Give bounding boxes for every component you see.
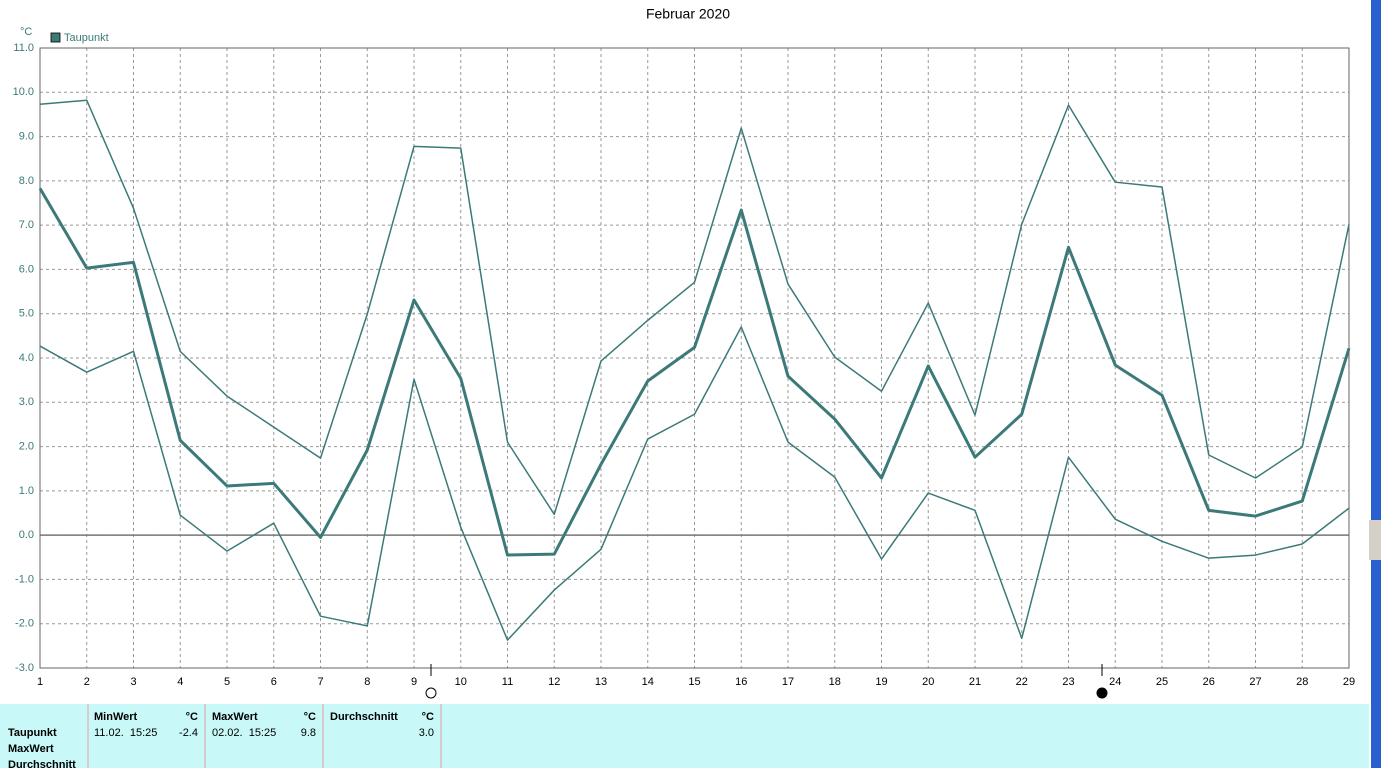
x-tick-label: 2 — [84, 676, 90, 688]
x-tick-label: 19 — [875, 676, 887, 688]
cell: 9.8 — [301, 727, 316, 739]
th: °C — [186, 711, 198, 723]
y-tick-label: 4.0 — [19, 352, 34, 364]
x-tick-label: 29 — [1343, 676, 1355, 688]
x-tick-label: 8 — [364, 676, 370, 688]
y-tick-label: 5.0 — [19, 308, 34, 320]
row-label: Taupunkt — [8, 727, 57, 739]
y-tick-label: 0.0 — [19, 529, 34, 541]
table-bg — [0, 704, 1369, 768]
x-tick-label: 3 — [130, 676, 136, 688]
x-tick-label: 26 — [1203, 676, 1215, 688]
cell: 02.02. 15:25 — [212, 727, 276, 739]
x-tick-label: 14 — [642, 676, 654, 688]
y-tick-label: 11.0 — [13, 42, 34, 54]
x-tick-label: 4 — [177, 676, 183, 688]
y-tick-label: 7.0 — [19, 219, 34, 231]
y-unit: °C — [20, 26, 32, 38]
x-tick-label: 23 — [1062, 676, 1074, 688]
y-tick-label: 1.0 — [19, 485, 34, 497]
row-label: MaxWert — [8, 743, 54, 755]
cell: -2.4 — [179, 727, 198, 739]
th: °C — [422, 711, 434, 723]
th: °C — [304, 711, 316, 723]
y-tick-label: -1.0 — [15, 573, 34, 585]
full-moon-icon — [425, 687, 437, 699]
y-tick-label: 10.0 — [13, 86, 34, 98]
x-tick-label: 24 — [1109, 676, 1121, 688]
y-tick-label: -2.0 — [15, 618, 34, 630]
x-tick-label: 13 — [595, 676, 607, 688]
y-tick-label: 6.0 — [19, 263, 34, 275]
x-tick-label: 17 — [782, 676, 794, 688]
x-tick-label: 21 — [969, 676, 981, 688]
th: Durchschnitt — [330, 711, 398, 723]
x-tick-label: 20 — [922, 676, 934, 688]
scroll-thumb — [1369, 520, 1381, 560]
th: MaxWert — [212, 711, 258, 723]
x-tick-label: 11 — [502, 676, 513, 688]
y-tick-label: 9.0 — [19, 130, 34, 142]
x-tick-label: 5 — [224, 676, 230, 688]
x-tick-label: 9 — [411, 676, 417, 688]
x-tick-label: 15 — [688, 676, 700, 688]
plot-frame — [39, 47, 1350, 669]
data-line — [39, 99, 1350, 516]
legend-label: Taupunkt — [64, 32, 109, 44]
stats-table: MinWert °C MaxWert °C Durchschnitt °C Ta… — [0, 704, 1369, 768]
x-tick-label: 18 — [829, 676, 841, 688]
data-line — [39, 326, 1350, 641]
x-tick-label: 1 — [37, 676, 43, 688]
x-tick-label: 16 — [735, 676, 747, 688]
x-tick-label: 6 — [271, 676, 277, 688]
th: MinWert — [94, 711, 138, 723]
plot: -3.0 -2.0 -1.0 0.0 1.0 2.0 3.0 4.0 5.0 6.0 7.0 8.0 9… — [13, 42, 1356, 688]
chart-title: Februar 2020 — [646, 6, 730, 22]
x-tick-label: 25 — [1156, 676, 1168, 688]
y-tick-label: 8.0 — [19, 175, 34, 187]
x-tick-label: 10 — [455, 676, 467, 688]
cell: 3.0 — [419, 727, 434, 739]
x-tick-label: 12 — [548, 676, 560, 688]
new-moon-icon — [1096, 687, 1108, 699]
x-tick-label: 28 — [1296, 676, 1308, 688]
y-tick-label: -3.0 — [15, 662, 34, 674]
data-line — [38, 187, 1351, 557]
x-tick-label: 7 — [317, 676, 323, 688]
x-tick-label: 22 — [1016, 676, 1028, 688]
cell: 11.02. 15:25 — [94, 727, 157, 739]
x-tick-label: 27 — [1249, 676, 1261, 688]
window-edge — [1371, 0, 1381, 768]
legend-swatch — [50, 32, 61, 43]
y-tick-label: 3.0 — [19, 396, 34, 408]
y-tick-label: 2.0 — [19, 440, 34, 452]
row-label: Durchschnitt — [8, 759, 76, 768]
